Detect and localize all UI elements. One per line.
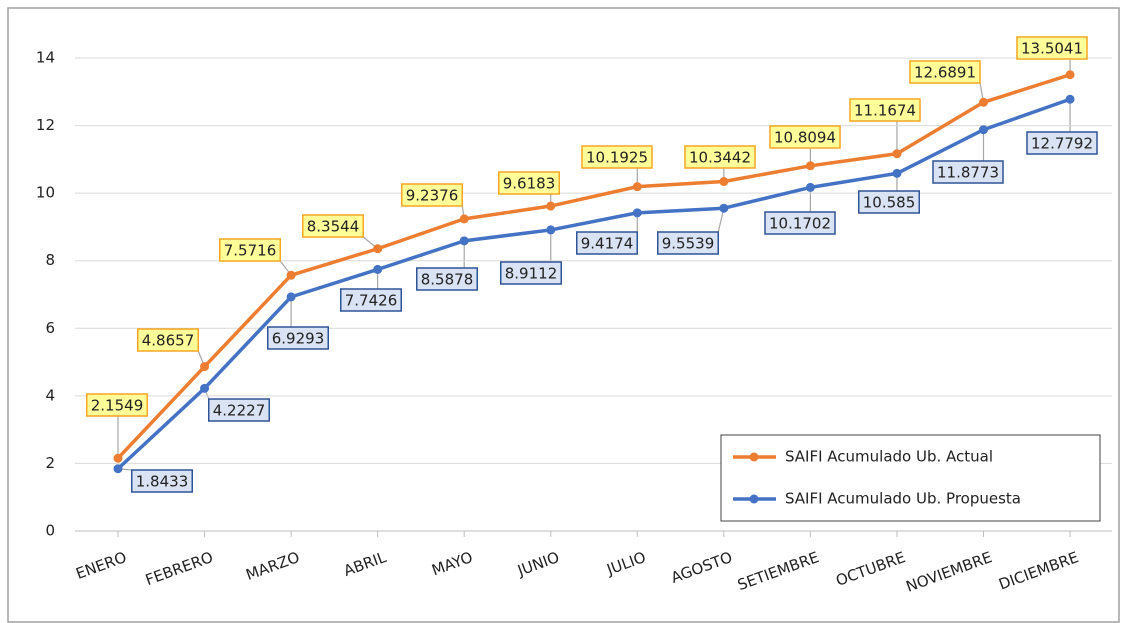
- label-box: [932, 160, 1004, 184]
- y-tick-label: 2: [45, 454, 55, 472]
- point: [113, 453, 123, 463]
- point: [546, 225, 556, 235]
- point: [892, 168, 902, 178]
- data-label: 10.585: [863, 194, 916, 212]
- label-box: [219, 238, 281, 262]
- y-tick-label: 8: [45, 251, 55, 269]
- data-label: 10.1925: [586, 149, 648, 167]
- data-label: 8.5878: [421, 271, 474, 289]
- y-tick-label: 4: [45, 386, 55, 404]
- label-box: [849, 98, 921, 122]
- label-box: [208, 398, 270, 422]
- label-box: [302, 214, 364, 238]
- point: [286, 270, 296, 280]
- data-label: 12.6891: [914, 64, 976, 82]
- label-box: [858, 190, 920, 214]
- data-label: 10.3442: [689, 149, 751, 167]
- data-label: 10.1702: [769, 215, 831, 233]
- label-box: [1016, 36, 1088, 60]
- y-tick-label: 0: [45, 522, 55, 540]
- data-label: 8.3544: [307, 218, 360, 236]
- legend-box: [720, 434, 1101, 522]
- data-label: 11.8773: [937, 164, 999, 182]
- y-tick-label: 12: [36, 116, 55, 134]
- data-label: 6.9293: [272, 330, 325, 348]
- label-box: [340, 288, 402, 312]
- point: [200, 383, 210, 393]
- point: [373, 264, 383, 274]
- label-box: [131, 469, 193, 493]
- label-box: [764, 211, 836, 235]
- label-box: [576, 231, 638, 255]
- point: [546, 201, 556, 211]
- legend-label: SAIFI Acumulado Ub. Actual: [785, 448, 993, 466]
- label-box: [401, 183, 463, 207]
- data-label: 9.4174: [581, 235, 634, 253]
- label-box: [500, 261, 562, 285]
- point: [892, 149, 902, 159]
- point: [979, 97, 988, 107]
- data-label: 12.7792: [1031, 135, 1093, 153]
- data-label: 13.5041: [1021, 40, 1083, 58]
- data-label: 7.7426: [345, 292, 398, 310]
- label-box: [909, 60, 981, 84]
- series-line: [116, 97, 1071, 471]
- data-label: 8.9112: [505, 265, 558, 283]
- legend-marker: [749, 494, 759, 504]
- legend-label: SAIFI Acumulado Ub. Propuesta: [785, 490, 1021, 508]
- series-line: [116, 73, 1071, 460]
- point: [286, 292, 296, 302]
- data-label: 4.8657: [142, 332, 195, 350]
- data-label: 9.5539: [662, 235, 715, 253]
- label-box: [137, 328, 199, 352]
- label-box: [581, 145, 653, 169]
- point: [805, 161, 815, 171]
- point: [200, 362, 210, 372]
- y-tick-label: 6: [45, 319, 55, 337]
- point: [979, 125, 988, 135]
- point: [1065, 70, 1075, 80]
- label-box: [684, 145, 756, 169]
- chart-frame: [7, 7, 1120, 623]
- point: [373, 244, 383, 254]
- label-box: [769, 125, 841, 149]
- data-label: 9.6183: [503, 175, 556, 193]
- label-box: [657, 231, 719, 255]
- label-box: [1026, 131, 1098, 155]
- data-label: 7.5716: [224, 242, 277, 260]
- label-box: [86, 393, 148, 417]
- point: [719, 203, 729, 213]
- point: [459, 236, 469, 246]
- point: [459, 214, 469, 224]
- label-box: [498, 171, 560, 195]
- label-box: [416, 267, 478, 291]
- point: [1065, 94, 1075, 104]
- point: [632, 208, 642, 218]
- data-label: 10.8094: [774, 129, 836, 147]
- y-tick-label: 14: [36, 49, 55, 67]
- data-label: 9.2376: [406, 187, 459, 205]
- point: [805, 182, 815, 192]
- y-tick-label: 10: [36, 184, 55, 202]
- data-label: 2.1549: [91, 397, 144, 415]
- data-label: 1.8433: [136, 473, 189, 491]
- label-box: [267, 326, 329, 350]
- point: [113, 464, 123, 474]
- point: [632, 182, 642, 192]
- data-label: 11.1674: [854, 102, 916, 120]
- point: [719, 177, 729, 187]
- legend-marker: [749, 452, 759, 462]
- data-label: 4.2227: [213, 402, 266, 420]
